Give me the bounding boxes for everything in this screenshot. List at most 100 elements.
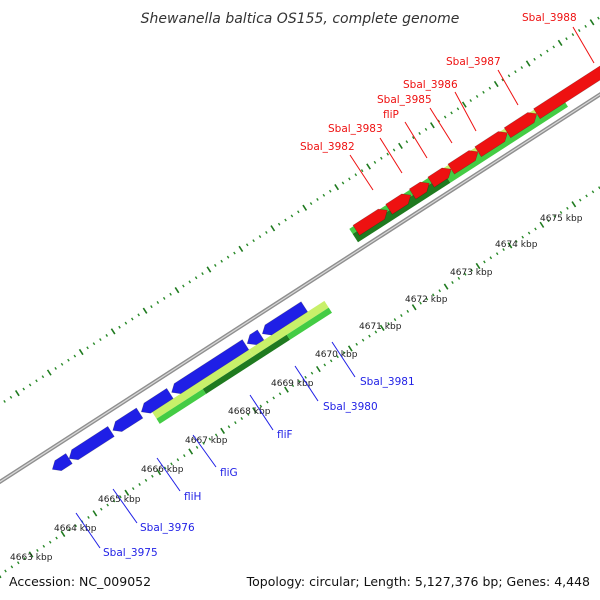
forward-gene-leader (379, 137, 403, 174)
minor-tick (112, 499, 116, 503)
reverse-gene-label[interactable]: Sbal_3976 (140, 522, 195, 534)
minor-tick (341, 181, 345, 185)
forward-gene-arrow[interactable] (385, 193, 412, 215)
minor-tick (28, 383, 32, 387)
forward-strand-genes (352, 48, 600, 236)
minor-tick (354, 173, 358, 177)
reverse-gene-arrow[interactable] (68, 425, 115, 461)
minor-tick (130, 317, 134, 321)
minor-tick (22, 387, 26, 391)
minor-tick (272, 396, 275, 400)
minor-tick (373, 160, 377, 164)
reverse-gene-label[interactable]: Sbal_3981 (360, 376, 415, 388)
major-tick (507, 242, 513, 249)
kbp-label: 4668 kbp (228, 407, 271, 417)
major-tick (156, 468, 162, 476)
reverse-gene-leader (156, 457, 181, 492)
minor-tick (74, 524, 78, 528)
forward-gene-leader (349, 154, 374, 191)
forward-gene-label[interactable]: Sbal_3987 (446, 56, 501, 68)
reverse-gene-label[interactable]: Sbal_3975 (103, 547, 158, 559)
minor-tick (265, 230, 268, 234)
minor-tick (54, 366, 57, 370)
reverse-gene-labels: Sbal_3975 Sbal_3976 fliH fliG fliF Sbal_3980 S… (75, 341, 415, 559)
forward-gene-label[interactable]: fliP (383, 109, 399, 121)
forward-gene-arrow[interactable] (503, 112, 538, 139)
reverse-gene-label[interactable]: fliH (184, 491, 201, 503)
minor-tick (515, 239, 518, 243)
kbp-label: 4663 kbp (10, 553, 53, 563)
minor-tick (488, 86, 492, 90)
minor-tick (156, 301, 160, 304)
minor-tick (214, 433, 218, 437)
major-tick (28, 551, 34, 558)
genome-backbone (0, 92, 600, 485)
major-tick (571, 201, 577, 208)
forward-gene-arrow[interactable] (408, 181, 430, 200)
kbp-label: 4670 kbp (315, 350, 358, 360)
reverse-gene-label[interactable]: fliF (277, 429, 293, 441)
major-tick (525, 60, 531, 67)
major-tick (379, 324, 385, 331)
kbp-label: 4674 kbp (495, 240, 538, 250)
forward-gene-arrow[interactable] (474, 131, 508, 158)
major-tick (347, 345, 353, 352)
minor-tick (201, 272, 204, 276)
minor-tick (55, 536, 58, 540)
gc-content-track (152, 93, 568, 424)
minor-tick (424, 127, 428, 131)
minor-tick (227, 425, 231, 429)
reverse-gene-label[interactable]: fliG (220, 467, 238, 479)
forward-gene-arrow[interactable] (427, 167, 452, 188)
minor-tick (310, 371, 314, 375)
minor-tick (35, 379, 38, 383)
minor-tick (329, 359, 333, 363)
minor-tick (411, 136, 415, 140)
minor-tick (162, 296, 166, 300)
minor-tick (99, 338, 102, 342)
reverse-gene-arrow[interactable] (261, 301, 309, 336)
minor-tick (4, 569, 7, 573)
minor-tick (291, 384, 295, 388)
reverse-gene-arrow[interactable] (140, 387, 174, 414)
minor-tick (297, 379, 301, 383)
major-tick (92, 510, 98, 517)
reverse-gene-arrow[interactable] (171, 339, 250, 395)
forward-gene-label[interactable]: Sbal_3983 (328, 123, 383, 135)
minor-tick (246, 412, 250, 416)
minor-tick (336, 355, 339, 359)
minor-tick (233, 251, 236, 255)
minor-tick (565, 37, 568, 41)
gc-segment (248, 300, 329, 357)
minor-tick (432, 293, 435, 297)
minor-tick (151, 474, 154, 478)
reverse-gene-arrow[interactable] (246, 329, 265, 346)
kbp-label: 4672 kbp (405, 295, 448, 305)
minor-tick (374, 330, 378, 334)
reverse-gene-arrow[interactable] (51, 453, 73, 472)
forward-gene-label[interactable]: Sbal_3986 (403, 79, 458, 91)
major-tick (334, 183, 340, 191)
forward-gene-arrow[interactable] (352, 208, 388, 236)
forward-gene-label[interactable]: Sbal_3982 (300, 141, 355, 153)
minor-tick (527, 231, 531, 235)
minor-tick (92, 342, 96, 346)
forward-gene-arrow[interactable] (447, 150, 479, 175)
minor-tick (60, 362, 64, 366)
major-tick (220, 427, 226, 435)
minor-tick (489, 256, 493, 260)
minor-tick (48, 540, 52, 544)
forward-gene-label[interactable]: Sbal_3985 (377, 94, 432, 106)
minor-tick (591, 190, 595, 194)
reverse-gene-label[interactable]: Sbal_3980 (323, 401, 378, 413)
minor-tick (387, 322, 390, 326)
gc-segment (286, 307, 332, 340)
major-tick (252, 407, 257, 414)
reverse-gene-arrow[interactable] (112, 407, 144, 432)
minor-tick (386, 152, 390, 156)
minor-tick (23, 557, 26, 561)
forward-gene-label[interactable]: Sbal_3988 (522, 12, 577, 24)
kbp-label: 4667 kbp (185, 436, 228, 446)
forward-gene-arrow[interactable] (533, 48, 600, 120)
